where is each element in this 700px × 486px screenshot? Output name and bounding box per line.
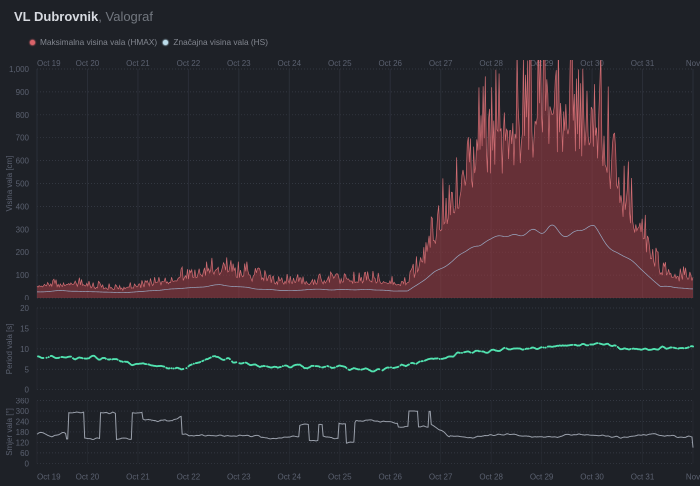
svg-text:Oct 31: Oct 31 <box>631 60 655 68</box>
svg-text:Oct 21: Oct 21 <box>126 60 150 68</box>
svg-text:Oct 27: Oct 27 <box>429 472 453 481</box>
svg-text:20: 20 <box>20 304 29 313</box>
svg-text:100: 100 <box>16 271 30 280</box>
svg-text:500: 500 <box>16 180 30 189</box>
svg-text:Oct 24: Oct 24 <box>278 60 302 68</box>
svg-text:Oct 25: Oct 25 <box>328 60 352 68</box>
svg-text:Oct 29: Oct 29 <box>530 60 554 68</box>
svg-text:60: 60 <box>20 449 29 458</box>
svg-text:Oct 22: Oct 22 <box>177 472 201 481</box>
svg-text:Period vala [s]: Period vala [s] <box>5 323 14 374</box>
svg-text:Oct 23: Oct 23 <box>227 60 251 68</box>
svg-text:Oct 28: Oct 28 <box>479 60 503 68</box>
svg-text:0: 0 <box>25 386 30 395</box>
svg-text:400: 400 <box>16 202 30 211</box>
svg-text:Visina vala [cm]: Visina vala [cm] <box>5 156 14 212</box>
svg-text:Oct 20: Oct 20 <box>76 60 100 68</box>
svg-text:Smjer vala [°]: Smjer vala [°] <box>5 408 14 456</box>
svg-text:Oct 26: Oct 26 <box>378 472 402 481</box>
svg-text:900: 900 <box>16 88 30 97</box>
svg-text:600: 600 <box>16 157 30 166</box>
svg-text:Nov: Nov <box>686 472 700 481</box>
svg-text:200: 200 <box>16 248 30 257</box>
svg-text:Oct 24: Oct 24 <box>278 472 302 481</box>
svg-text:0: 0 <box>25 459 30 468</box>
svg-text:Oct 25: Oct 25 <box>328 472 352 481</box>
svg-text:300: 300 <box>16 225 30 234</box>
svg-text:Oct 30: Oct 30 <box>580 472 604 481</box>
svg-text:800: 800 <box>16 111 30 120</box>
svg-text:15: 15 <box>20 324 29 333</box>
svg-text:Nov: Nov <box>686 60 700 68</box>
svg-text:Oct 23: Oct 23 <box>227 472 251 481</box>
svg-text:10: 10 <box>20 345 29 354</box>
svg-text:120: 120 <box>16 438 30 447</box>
svg-text:Oct 26: Oct 26 <box>378 60 402 68</box>
svg-text:Oct 28: Oct 28 <box>479 472 503 481</box>
svg-text:Oct 27: Oct 27 <box>429 60 453 68</box>
svg-text:Oct 31: Oct 31 <box>631 472 655 481</box>
svg-text:300: 300 <box>16 407 30 416</box>
svg-text:Oct 21: Oct 21 <box>126 472 150 481</box>
svg-text:1,000: 1,000 <box>9 65 30 74</box>
svg-text:Oct 29: Oct 29 <box>530 472 554 481</box>
svg-text:360: 360 <box>16 398 30 406</box>
svg-text:180: 180 <box>16 428 30 437</box>
svg-text:Oct 22: Oct 22 <box>177 60 201 68</box>
svg-text:Oct 19: Oct 19 <box>37 60 61 68</box>
svg-text:5: 5 <box>25 365 30 374</box>
svg-text:700: 700 <box>16 134 30 143</box>
svg-text:Oct 20: Oct 20 <box>76 472 100 481</box>
svg-text:Oct 19: Oct 19 <box>37 472 61 481</box>
svg-text:240: 240 <box>16 418 30 427</box>
